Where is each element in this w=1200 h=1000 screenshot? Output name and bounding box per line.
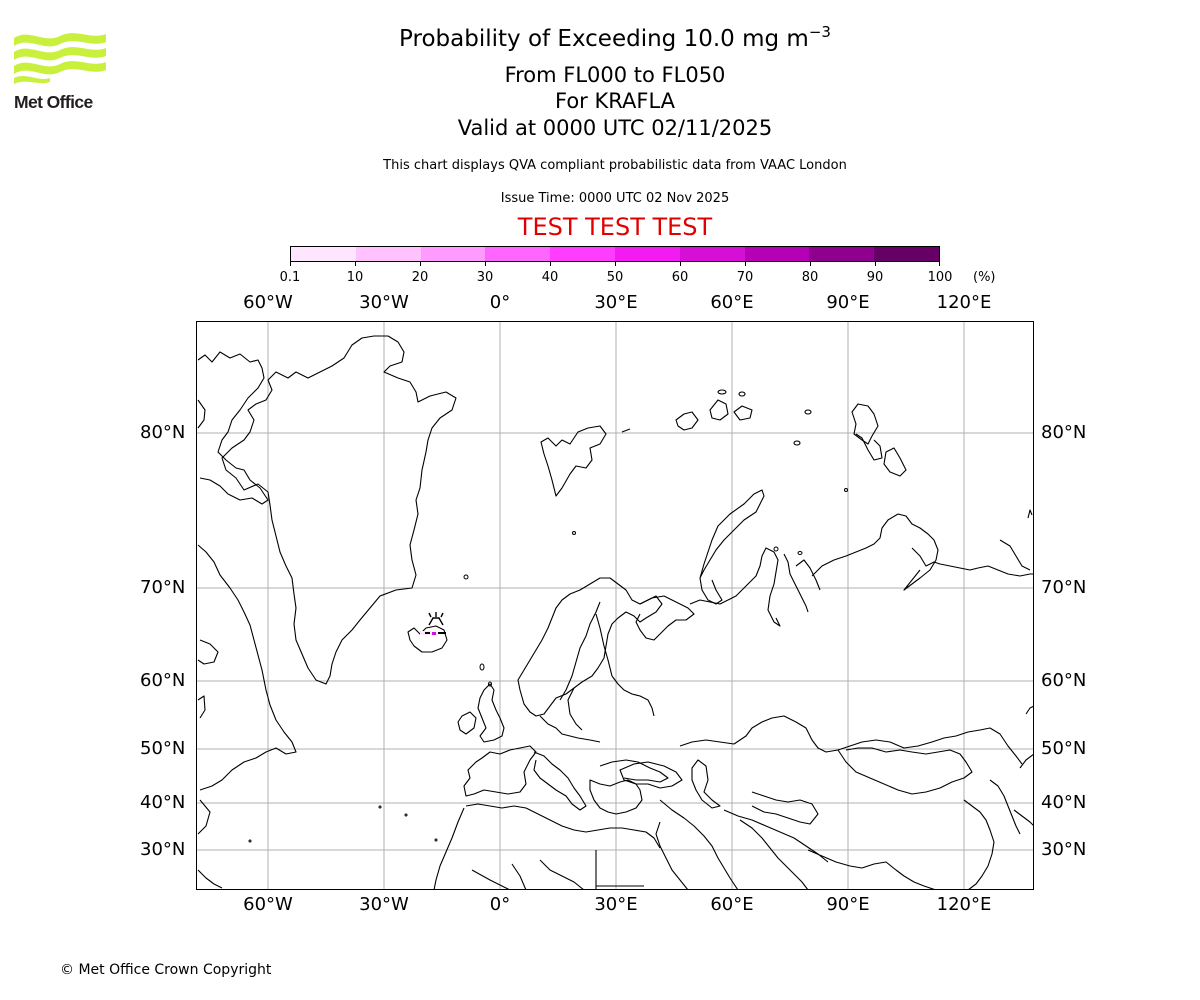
lon-label-bottom: 120°E <box>936 894 992 915</box>
test-banner: TEST TEST TEST <box>517 213 713 241</box>
lat-label-right: 70°N <box>1041 577 1087 598</box>
chart-description: This chart displays QVA compliant probab… <box>383 158 847 173</box>
colorbar-unit: (%) <box>973 270 996 285</box>
colorbar-tick <box>485 262 486 266</box>
lon-label-top: 60°E <box>710 292 754 313</box>
colorbar-label: 50 <box>606 270 624 285</box>
colorbar-segment <box>874 247 939 261</box>
lat-label-left: 40°N <box>140 792 186 813</box>
colorbar-tick <box>355 262 356 266</box>
title-superscript: −3 <box>808 23 831 41</box>
lat-label-left: 70°N <box>140 577 186 598</box>
gridlines <box>196 321 1034 890</box>
lon-label-top: 90°E <box>826 292 870 313</box>
colorbar-segment <box>291 247 356 261</box>
colorbar-tick <box>939 262 940 266</box>
lat-label-left: 30°N <box>140 839 186 860</box>
map-svg <box>196 321 1034 890</box>
level-range: From FL000 to FL050 <box>504 63 726 87</box>
chart-title: Probability of Exceeding 10.0 mg m−3 <box>300 23 930 52</box>
lat-label-left: 80°N <box>140 422 186 443</box>
met-office-waves-icon <box>14 33 106 84</box>
volcano-icon <box>425 612 446 634</box>
lat-label-right: 50°N <box>1041 738 1087 759</box>
colorbar-label: 0.1 <box>279 270 301 285</box>
colorbar-label: 40 <box>541 270 559 285</box>
lat-label-right: 80°N <box>1041 422 1087 443</box>
colorbar-label: 60 <box>671 270 689 285</box>
colorbar <box>290 246 940 262</box>
lon-label-bottom: 30°E <box>594 894 638 915</box>
colorbar-segment <box>550 247 615 261</box>
volcano-name: For KRAFLA <box>555 89 675 113</box>
lon-label-top: 120°E <box>936 292 992 313</box>
lon-label-bottom: 60°E <box>710 894 754 915</box>
lat-label-left: 50°N <box>140 738 186 759</box>
colorbar-segment <box>355 247 421 261</box>
colorbar-tick <box>745 262 746 266</box>
colorbar-segment <box>809 247 875 261</box>
colorbar-tick <box>810 262 811 266</box>
colorbar-label: 70 <box>736 270 754 285</box>
lat-label-left: 60°N <box>140 670 186 691</box>
lon-label-bottom: 30°W <box>359 894 409 915</box>
colorbar-tick <box>550 262 551 266</box>
lon-label-top: 30°W <box>359 292 409 313</box>
lat-label-right: 40°N <box>1041 792 1087 813</box>
met-office-logo: Met Office <box>14 30 106 112</box>
map-frame <box>196 321 1034 890</box>
issue-time: Issue Time: 0000 UTC 02 Nov 2025 <box>500 191 730 206</box>
colorbar-tick <box>680 262 681 266</box>
coastlines <box>197 335 1034 890</box>
lon-label-top: 60°W <box>243 292 293 313</box>
colorbar-tick <box>290 262 291 266</box>
lat-label-right: 30°N <box>1041 839 1087 860</box>
lon-label-top: 30°E <box>594 292 638 313</box>
colorbar-label: 30 <box>476 270 494 285</box>
colorbar-label: 20 <box>411 270 429 285</box>
colorbar-segment <box>420 247 486 261</box>
small-islands <box>248 488 848 843</box>
lat-label-right: 60°N <box>1041 670 1087 691</box>
colorbar-segment <box>679 247 745 261</box>
map-panel[interactable] <box>196 321 1034 890</box>
lon-label-bottom: 90°E <box>826 894 870 915</box>
colorbar-label: 90 <box>866 270 884 285</box>
colorbar-label: 80 <box>801 270 819 285</box>
lon-label-bottom: 60°W <box>243 894 293 915</box>
colorbar-tick <box>875 262 876 266</box>
lon-label-bottom: 0° <box>489 894 511 915</box>
colorbar-label: 10 <box>346 270 364 285</box>
copyright-notice: © Met Office Crown Copyright <box>60 962 272 978</box>
lon-label-top: 0° <box>489 292 511 313</box>
logo-text: Met Office <box>14 92 93 112</box>
colorbar-tick <box>615 262 616 266</box>
valid-time: Valid at 0000 UTC 02/11/2025 <box>457 116 773 140</box>
colorbar-segment <box>744 247 810 261</box>
colorbar-tick <box>420 262 421 266</box>
colorbar-segment <box>485 247 551 261</box>
title-text: Probability of Exceeding 10.0 mg m <box>399 26 809 52</box>
colorbar-label: 100 <box>927 270 953 285</box>
colorbar-segment <box>614 247 680 261</box>
